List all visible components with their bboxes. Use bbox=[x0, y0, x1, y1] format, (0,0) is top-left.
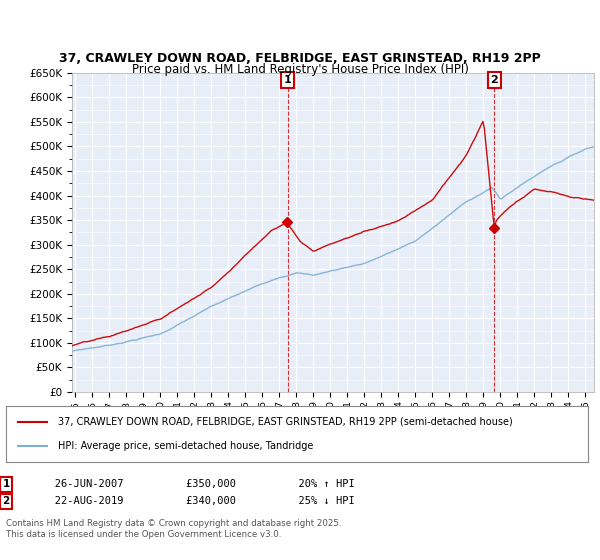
Text: 2: 2 bbox=[490, 75, 498, 85]
Text: Contains HM Land Registry data © Crown copyright and database right 2025.
This d: Contains HM Land Registry data © Crown c… bbox=[6, 520, 341, 539]
Text: 1: 1 bbox=[284, 75, 292, 85]
Text: 37, CRAWLEY DOWN ROAD, FELBRIDGE, EAST GRINSTEAD, RH19 2PP (semi-detached house): 37, CRAWLEY DOWN ROAD, FELBRIDGE, EAST G… bbox=[58, 417, 513, 427]
Text: Price paid vs. HM Land Registry's House Price Index (HPI): Price paid vs. HM Land Registry's House … bbox=[131, 63, 469, 77]
Text: HPI: Average price, semi-detached house, Tandridge: HPI: Average price, semi-detached house,… bbox=[58, 441, 314, 451]
Text: 2: 2 bbox=[2, 496, 10, 506]
Text: 1: 1 bbox=[2, 479, 10, 489]
Text: 37, CRAWLEY DOWN ROAD, FELBRIDGE, EAST GRINSTEAD, RH19 2PP: 37, CRAWLEY DOWN ROAD, FELBRIDGE, EAST G… bbox=[59, 52, 541, 66]
Text: 22-AUG-2019          £340,000          25% ↓ HPI: 22-AUG-2019 £340,000 25% ↓ HPI bbox=[36, 496, 355, 506]
Text: 26-JUN-2007          £350,000          20% ↑ HPI: 26-JUN-2007 £350,000 20% ↑ HPI bbox=[36, 479, 355, 489]
